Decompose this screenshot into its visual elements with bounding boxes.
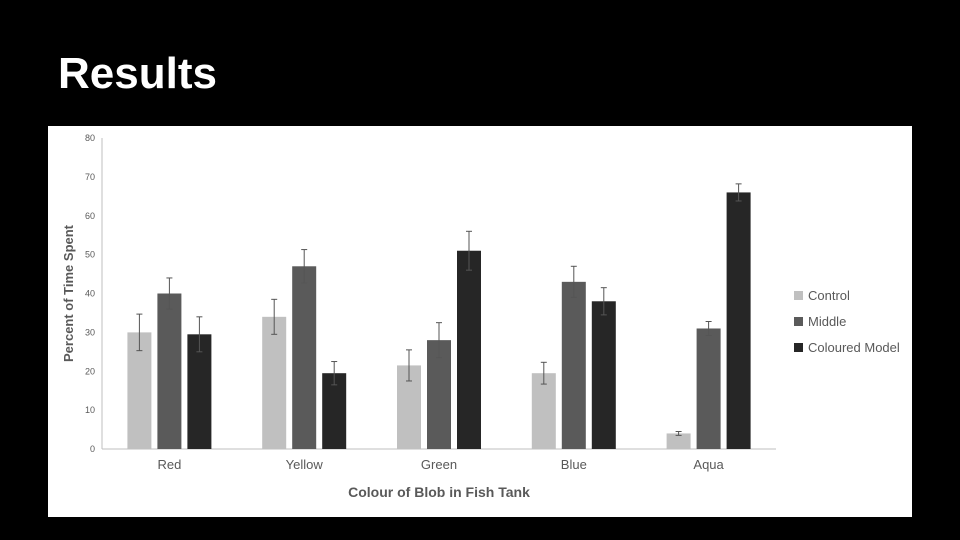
bar	[262, 316, 287, 449]
x-axis-label: Colour of Blob in Fish Tank	[348, 484, 530, 500]
y-tick-label: 50	[85, 250, 95, 260]
x-tick-label: Red	[157, 457, 181, 472]
legend-swatch	[794, 343, 803, 352]
legend-label: Coloured Model	[808, 340, 900, 355]
y-tick-label: 60	[85, 211, 95, 221]
error-bar	[540, 361, 547, 385]
bar	[187, 334, 212, 449]
y-tick-label: 70	[85, 172, 95, 182]
legend-swatch	[794, 291, 803, 300]
error-bar	[331, 361, 338, 386]
bar	[292, 266, 317, 449]
y-axis-label: Percent of Time Spent	[61, 224, 76, 362]
x-tick-label: Aqua	[693, 457, 724, 472]
bar	[591, 301, 616, 449]
chart-legend: Control Middle Coloured Model	[794, 288, 900, 355]
x-tick-label: Blue	[561, 457, 587, 472]
legend-label: Control	[808, 288, 850, 303]
y-tick-label: 80	[85, 133, 95, 143]
x-tick-label: Green	[421, 457, 457, 472]
y-axis-ticks: 0 10 20 30 40 50 60 70 80	[85, 133, 95, 454]
error-bar	[600, 287, 607, 316]
bar	[127, 332, 152, 449]
legend-swatch	[794, 317, 803, 326]
bar	[666, 433, 691, 449]
error-bar	[196, 316, 203, 353]
y-tick-label: 10	[85, 405, 95, 415]
y-tick-label: 0	[90, 444, 95, 454]
bar-chart: 0 10 20 30 40 50 60 70 80 Red Yellow Green Blue Aqua…	[61, 133, 900, 500]
x-tick-label: Yellow	[286, 457, 324, 472]
bar	[322, 373, 347, 449]
error-bar	[735, 183, 742, 202]
bar	[427, 340, 451, 449]
bar	[531, 373, 556, 449]
chart-panel: 0 10 20 30 40 50 60 70 80 Red Yellow Green Blue Aqua…	[48, 126, 912, 517]
y-tick-label: 40	[85, 289, 95, 299]
slide-title: Results	[58, 49, 217, 98]
bar	[561, 281, 586, 449]
error-bar	[271, 298, 278, 335]
error-bar	[705, 320, 712, 336]
bar	[696, 328, 721, 449]
bar	[726, 192, 751, 450]
bar	[457, 250, 481, 449]
y-tick-label: 20	[85, 366, 95, 376]
error-bar	[301, 249, 308, 284]
y-tick-label: 30	[85, 327, 95, 337]
bar	[157, 293, 182, 449]
error-bar	[166, 277, 173, 310]
error-bar	[436, 322, 442, 359]
error-bar	[675, 431, 682, 436]
error-bar	[466, 230, 472, 271]
error-bar	[570, 265, 577, 298]
x-axis-categories: Red Yellow Green Blue Aqua	[157, 457, 724, 472]
error-bar	[406, 349, 412, 382]
legend-label: Middle	[808, 314, 846, 329]
error-bar	[136, 313, 143, 352]
bar-series	[127, 183, 751, 450]
